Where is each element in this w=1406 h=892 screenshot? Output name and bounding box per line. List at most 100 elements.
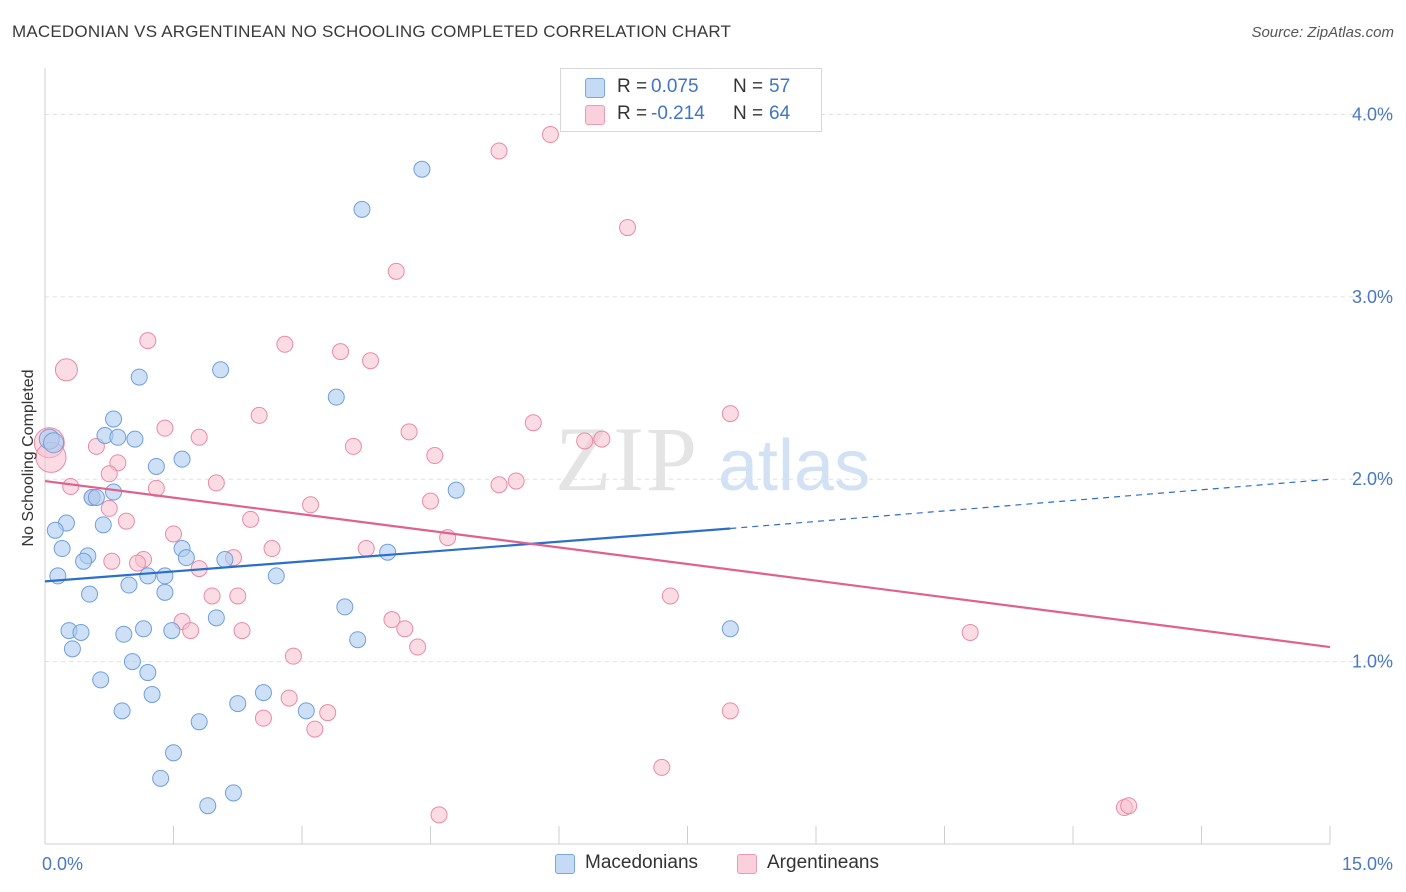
- argentineans-point: [229, 587, 247, 605]
- legend-n-value: 64: [769, 103, 791, 124]
- macedonians-point: [92, 671, 110, 689]
- argentineans-point: [242, 510, 260, 528]
- macedonians-point: [199, 797, 217, 815]
- argentineans-point: [319, 704, 337, 722]
- macedonians-point: [156, 583, 174, 601]
- argentineans-point: [182, 622, 200, 640]
- argentineans-point: [430, 806, 448, 824]
- argentineans-point: [661, 587, 679, 605]
- macedonians-trend-line: [44, 527, 731, 583]
- argentineans-point: [490, 142, 508, 160]
- argentineans-point: [426, 447, 444, 465]
- legend-r-label: R =: [617, 103, 648, 124]
- macedonians-point: [216, 550, 234, 568]
- legend-n-label: N =: [733, 103, 764, 124]
- macedonians-point: [413, 160, 431, 178]
- macedonians-point: [207, 609, 225, 627]
- bottom-legend-macedonians: Macedonians: [555, 852, 715, 878]
- macedonians-point: [212, 361, 230, 379]
- macedonians-point: [109, 428, 127, 446]
- legend-r-label: R =: [617, 76, 648, 97]
- y-tick-label: 3.0%: [1352, 287, 1393, 307]
- argentineans-point: [619, 219, 637, 237]
- macedonians-point: [163, 622, 181, 640]
- macedonians-point: [147, 457, 165, 475]
- bottom-legend-swatch-blue: [555, 854, 575, 874]
- y-axis-label: No Schooling Completed: [20, 370, 37, 547]
- macedonians-point: [297, 702, 315, 720]
- macedonians-point: [173, 450, 191, 468]
- bottom-legend-label: Argentineans: [767, 852, 879, 873]
- argentineans-point: [100, 499, 118, 517]
- macedonians-point: [123, 653, 141, 671]
- argentineans-point: [190, 428, 208, 446]
- argentineans-point: [362, 352, 380, 370]
- argentineans-point: [422, 492, 439, 510]
- argentineans-point: [576, 432, 594, 450]
- argentineans-point: [100, 465, 118, 483]
- legend-row-macedonians: R = 0.075 N = 57: [561, 73, 821, 101]
- watermark-zip: ZIP: [555, 408, 699, 510]
- bottom-legend-swatch-pink: [737, 854, 757, 874]
- macedonians-point: [721, 620, 739, 638]
- macedonians-point: [72, 623, 90, 641]
- argentineans-point: [490, 476, 508, 494]
- macedonians-point: [135, 620, 153, 638]
- macedonians-point: [447, 481, 465, 499]
- argentineans-point: [1120, 797, 1138, 815]
- argentineans-point: [207, 474, 225, 492]
- argentineans-point: [721, 702, 739, 720]
- x-tick-label: 15.0%: [1342, 854, 1393, 874]
- macedonians-point: [113, 702, 131, 720]
- argentineans-point: [284, 647, 302, 665]
- macedonians-point: [353, 200, 371, 218]
- macedonians-point: [190, 713, 208, 731]
- macedonians-point: [87, 488, 105, 506]
- macedonians-trend-extension: [730, 478, 1331, 530]
- argentineans-point: [653, 758, 671, 776]
- argentineans-point: [103, 552, 121, 570]
- argentineans-trend-line: [44, 479, 1331, 649]
- macedonians-point: [143, 685, 161, 703]
- macedonians-point: [229, 695, 247, 713]
- argentineans-point: [541, 126, 559, 144]
- argentineans-point: [203, 587, 221, 605]
- argentineans-point: [250, 406, 268, 424]
- macedonians-point: [120, 576, 138, 594]
- argentineans-point: [156, 419, 174, 437]
- macedonians-point: [81, 585, 99, 603]
- macedonians-point: [379, 543, 397, 561]
- legend-swatch-blue: [585, 78, 605, 98]
- argentineans-point: [280, 689, 298, 707]
- y-tick-label: 2.0%: [1352, 469, 1393, 489]
- macedonians-point: [130, 368, 148, 386]
- argentineans-point: [961, 623, 979, 641]
- macedonians-point: [177, 549, 195, 567]
- legend-r-value: -0.214: [651, 103, 705, 124]
- macedonians-point: [126, 430, 144, 448]
- argentineans-point: [276, 335, 294, 353]
- chart-source: Source: ZipAtlas.com: [1251, 24, 1394, 41]
- macedonians-point: [327, 388, 345, 406]
- legend: R = 0.075 N = 57 R = -0.214 N = 64: [560, 68, 822, 132]
- argentineans-point: [383, 611, 401, 629]
- argentineans-point: [524, 414, 542, 432]
- argentineans-point: [721, 405, 739, 423]
- macedonians-point: [165, 744, 182, 762]
- macedonians-point: [349, 631, 367, 649]
- argentineans-point: [593, 430, 611, 448]
- argentineans-point: [400, 423, 418, 441]
- macedonians-point: [336, 598, 354, 616]
- argentineans-point: [254, 709, 272, 727]
- macedonians-point: [267, 567, 285, 585]
- macedonians-point: [105, 483, 123, 501]
- bottom-legend-label: Macedonians: [585, 852, 699, 873]
- argentineans-point: [409, 638, 427, 656]
- legend-swatch-pink: [585, 105, 605, 125]
- argentineans-point: [117, 512, 135, 530]
- macedonians-point: [75, 552, 93, 570]
- macedonians-point: [43, 432, 65, 454]
- x-tick-labels: 0.0% 15.0%: [42, 854, 1393, 874]
- argentineans-point: [233, 622, 251, 640]
